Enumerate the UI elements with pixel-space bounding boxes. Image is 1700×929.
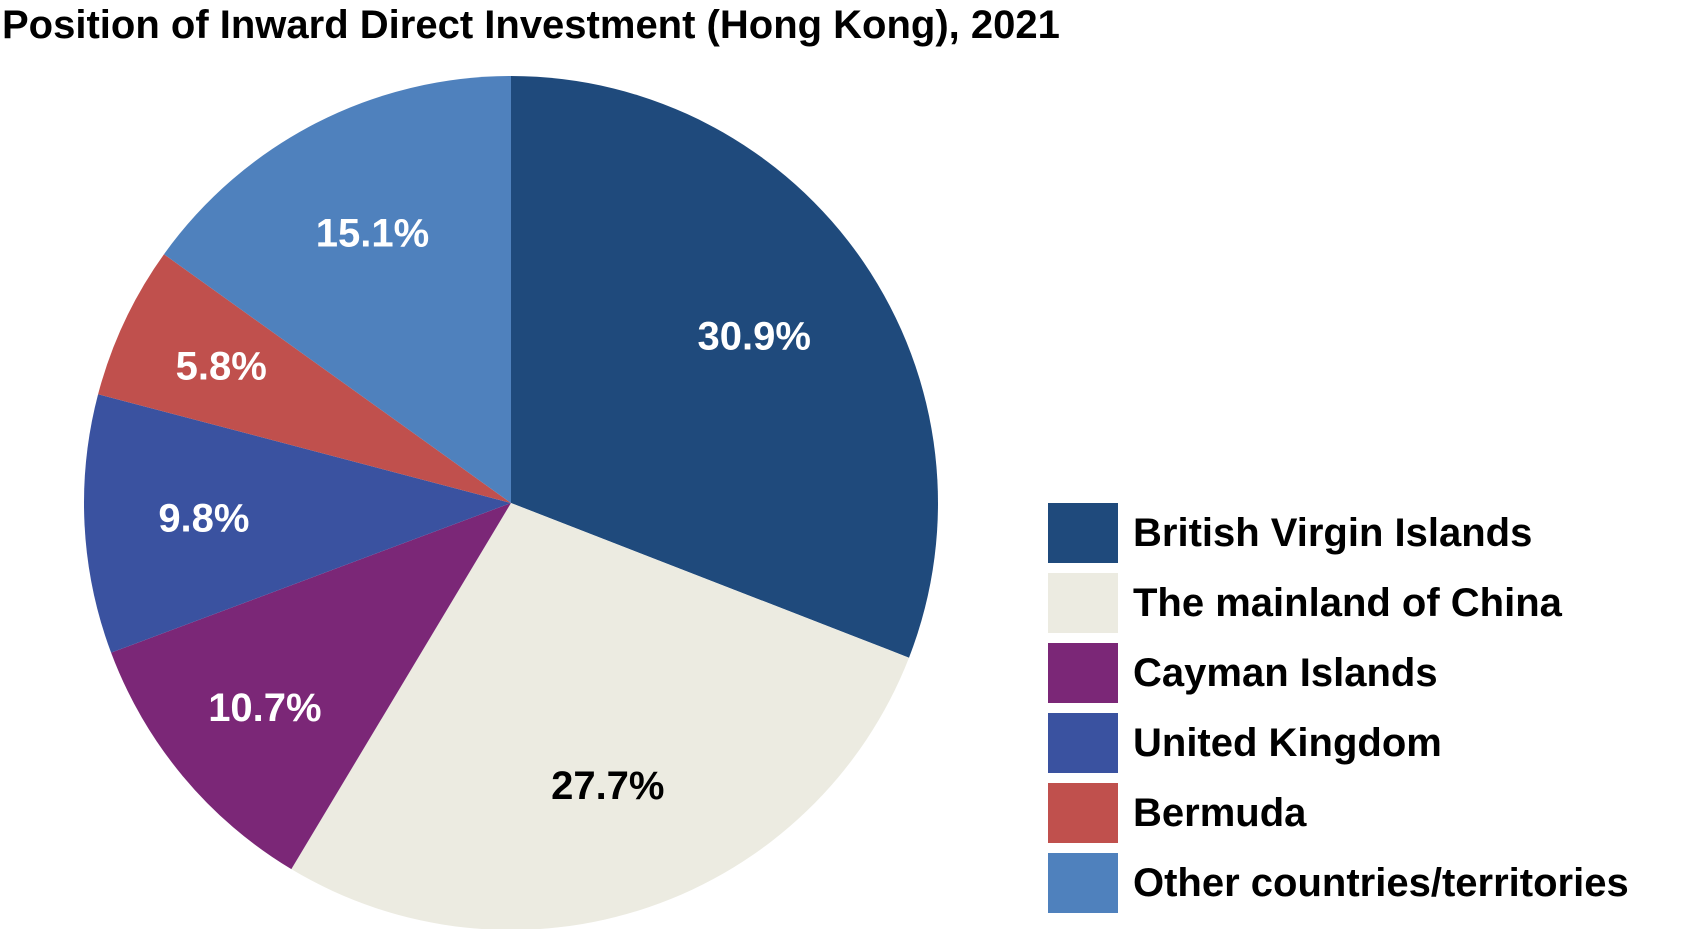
legend-swatch xyxy=(1048,853,1118,913)
pie-slice-labels: 30.9% 27.7% 10.7% 9.8% 5.8% 15.1% xyxy=(158,211,811,808)
legend-item: The mainland of China xyxy=(1048,573,1562,633)
legend-swatch xyxy=(1048,573,1118,633)
pie-slice-the-mainland-of-china xyxy=(291,503,909,929)
legend-item: Bermuda xyxy=(1048,783,1306,843)
pie-slice-british-virgin-islands xyxy=(511,76,938,658)
legend-swatch xyxy=(1048,783,1118,843)
slice-value-label: 27.7% xyxy=(551,764,664,808)
pie-slice-cayman-islands xyxy=(111,503,511,870)
legend-item: United Kingdom xyxy=(1048,713,1442,773)
pie-slice-bermuda xyxy=(98,254,511,503)
slice-value-label: 5.8% xyxy=(176,345,267,389)
pie-slice-united-kingdom xyxy=(83,394,511,653)
slice-value-label: 9.8% xyxy=(158,496,249,540)
legend-label: Other countries/territories xyxy=(1133,861,1629,905)
legend-swatch xyxy=(1048,503,1118,563)
legend-swatch xyxy=(1048,643,1118,703)
legend-item: Cayman Islands xyxy=(1048,643,1438,703)
legend-label: Cayman Islands xyxy=(1133,651,1438,695)
slice-value-label: 30.9% xyxy=(697,315,810,359)
chart-title: Position of Inward Direct Investment (Ho… xyxy=(2,3,1060,47)
legend-label: United Kingdom xyxy=(1133,721,1442,765)
legend-item: Other countries/territories xyxy=(1048,853,1629,913)
slice-value-label: 15.1% xyxy=(316,211,429,255)
legend-swatch xyxy=(1048,713,1118,773)
legend-label: Bermuda xyxy=(1133,791,1307,835)
pie-slice-other-countries-territories xyxy=(163,75,512,503)
legend-label: British Virgin Islands xyxy=(1133,511,1533,555)
legend-label: The mainland of China xyxy=(1133,581,1562,625)
pie-slices xyxy=(83,75,938,929)
legend-item: British Virgin Islands xyxy=(1048,503,1532,563)
slice-value-label: 10.7% xyxy=(208,686,321,730)
